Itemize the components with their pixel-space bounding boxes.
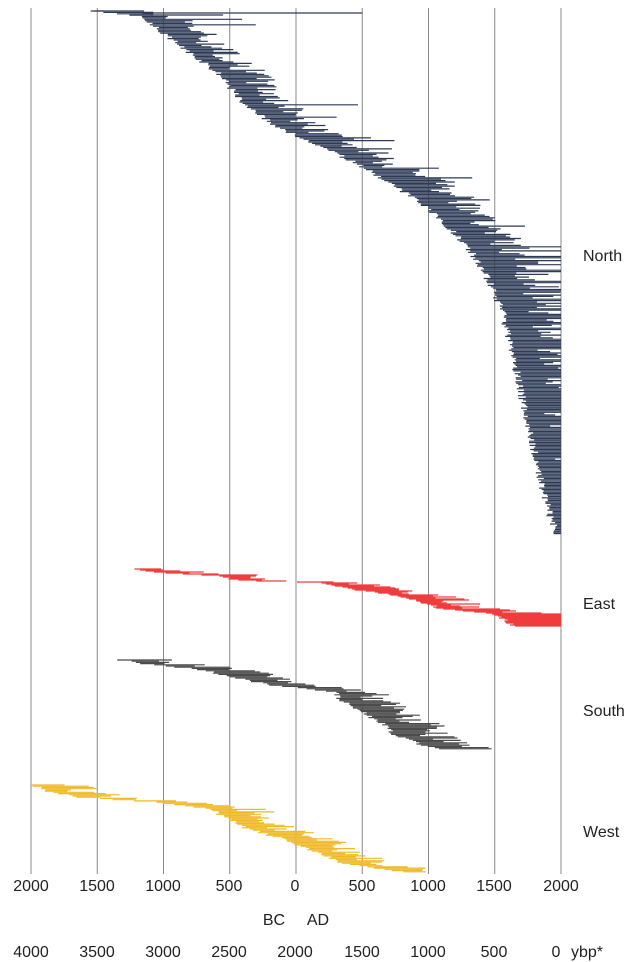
year-tick-5: 500 [349,878,376,895]
ybp-tick-2: 3000 [145,944,181,961]
era-bc-label: BC [263,912,285,929]
era-ad-label: AD [307,912,329,929]
duration-bars [31,10,561,873]
region-label-south: South [583,703,625,720]
ybp-tick-1: 3500 [79,944,115,961]
year-tick-0: 2000 [13,878,49,895]
year-tick-1: 1500 [79,878,115,895]
region-label-east: East [583,596,616,613]
ybp-axis: 4000 3500 3000 2500 2000 1500 1000 500 0… [13,944,603,961]
year-axis: 2000 1500 1000 500 0 500 1000 1500 2000 [13,878,579,895]
year-tick-4: 0 [291,878,300,895]
region-label-west: West [583,824,620,841]
year-tick-8: 2000 [543,878,579,895]
ybp-tick-6: 1000 [410,944,446,961]
era-labels: BC AD [263,912,329,929]
ybp-tick-4: 2000 [277,944,313,961]
ybp-tick-8: 0 [552,944,561,961]
region-labels: North East South West [583,248,625,841]
region-south-bars [117,659,492,750]
year-tick-7: 1500 [476,878,512,895]
region-east-bars [134,568,561,627]
year-tick-2: 1000 [145,878,181,895]
ybp-tick-7: 500 [481,944,508,961]
gridlines [30,8,562,874]
region-north-bars [90,10,561,535]
ybp-tick-3: 2500 [211,944,247,961]
region-label-north: North [583,248,622,265]
ybp-tick-5: 1500 [344,944,380,961]
region-west-bars [31,784,426,873]
year-tick-3: 500 [216,878,243,895]
year-tick-6: 1000 [410,878,446,895]
ybp-tick-0: 4000 [13,944,49,961]
ybp-unit-label: ybp* [571,944,603,961]
